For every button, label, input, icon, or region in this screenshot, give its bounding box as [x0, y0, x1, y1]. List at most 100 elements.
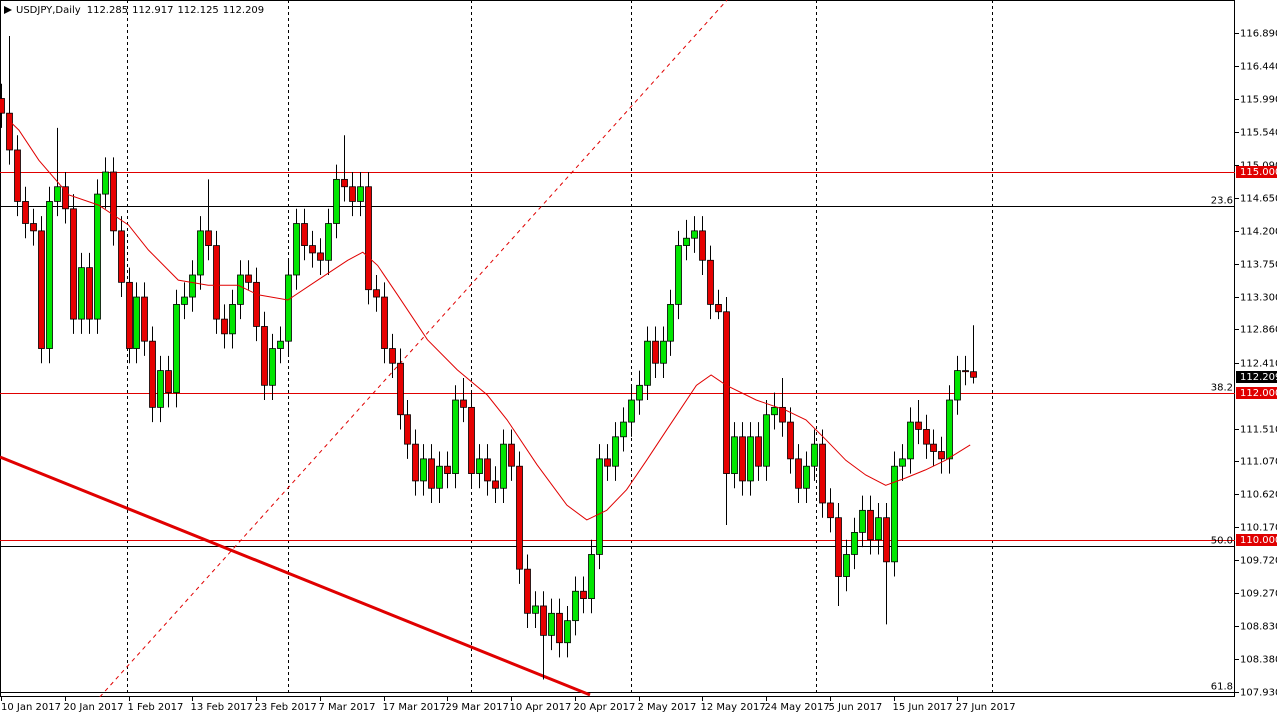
candle-body: [843, 554, 850, 577]
candle-body: [325, 223, 332, 261]
candle-body: [508, 443, 515, 467]
candle-body: [78, 267, 85, 320]
candle-body: [938, 451, 945, 460]
y-tick-label: 114.200: [1240, 227, 1277, 238]
candle-body: [285, 274, 292, 342]
candle-body: [94, 193, 101, 320]
candle-body: [763, 414, 770, 467]
candle-body: [675, 245, 682, 305]
candle-body: [181, 296, 188, 305]
candle-body: [867, 509, 874, 541]
x-tick-label: 13 Feb 2017: [191, 702, 253, 713]
candle-body: [731, 436, 738, 474]
candle-body: [460, 399, 467, 408]
candle-body: [620, 421, 627, 438]
level-label: 115.000: [1240, 167, 1277, 178]
candle-body: [389, 348, 396, 364]
y-tick-label: 108.380: [1240, 655, 1277, 666]
y-tick-label: 108.830: [1240, 622, 1277, 633]
level-box: [1236, 166, 1277, 178]
candle-body: [309, 245, 316, 254]
candle-body: [102, 171, 109, 195]
candle-body: [923, 429, 930, 445]
candle-body: [118, 230, 125, 283]
x-tick-label: 24 May 2017: [765, 702, 830, 713]
plot: [0, 0, 1235, 697]
candle-body: [141, 296, 148, 342]
y-tick-label: 110.620: [1240, 490, 1277, 501]
moving-average: [8, 120, 971, 521]
candle-body: [891, 465, 898, 563]
fibo-label: 38.2: [1211, 383, 1233, 394]
x-tick-label: 20 Jan 2017: [64, 702, 124, 713]
candle-body: [6, 112, 13, 151]
x-tick-label: 7 Mar 2017: [319, 702, 376, 713]
candle-body: [747, 436, 754, 482]
y-tick-label: 110.170: [1240, 523, 1277, 534]
x-tick-label: 5 Jun 2017: [829, 702, 883, 713]
candle-body: [22, 201, 29, 224]
candle-body: [245, 274, 252, 283]
candle-body: [452, 399, 459, 474]
candle-body: [795, 458, 802, 489]
candle-body: [851, 532, 858, 555]
level-box: [1236, 534, 1277, 546]
candle-body: [269, 348, 276, 386]
candle-body: [62, 186, 69, 210]
y-tick-label: 109.720: [1240, 556, 1277, 567]
candle-body: [189, 274, 196, 298]
candle-body: [540, 605, 547, 636]
candle-body: [930, 443, 937, 452]
y-tick-label: 107.930: [1240, 688, 1277, 699]
x-tick-label: 17 Mar 2017: [383, 702, 446, 713]
x-tick-label: 27 Jun 2017: [956, 702, 1016, 713]
level-box: [1236, 387, 1277, 399]
x-tick-label: 15 Jun 2017: [893, 702, 953, 713]
candle-body: [699, 230, 706, 261]
header-icon: [4, 6, 12, 14]
candle-body: [110, 171, 117, 232]
candle-body: [667, 304, 674, 342]
candle-body: [580, 590, 587, 599]
candle-body: [397, 362, 404, 416]
candle-body: [524, 568, 531, 614]
candle-body: [755, 436, 762, 467]
candle-body: [612, 436, 619, 467]
candle-body: [381, 296, 388, 349]
candle-body: [165, 370, 172, 394]
candle-body: [357, 186, 364, 202]
fibo-label: 61.8: [1211, 682, 1233, 693]
candle-body: [811, 443, 818, 467]
x-tick-label: 1 Feb 2017: [128, 702, 184, 713]
candle-body: [428, 458, 435, 489]
candle-body: [349, 186, 356, 202]
candle-body: [954, 370, 961, 401]
price-box: [1236, 371, 1277, 383]
candle-body: [468, 406, 475, 474]
candle-body: [38, 230, 45, 349]
candle-body: [253, 281, 260, 327]
y-tick-label: 113.300: [1240, 293, 1277, 304]
candle-body: [883, 517, 890, 563]
level-label: 110.000: [1240, 535, 1277, 546]
candle-body: [293, 223, 300, 276]
candle-body: [173, 304, 180, 394]
y-tick-label: 114.650: [1240, 194, 1277, 205]
candle-body: [133, 296, 140, 349]
trendline: [0, 455, 591, 697]
candle-body: [301, 223, 308, 246]
candle-body: [205, 230, 212, 246]
y-tick-label: 115.990: [1240, 95, 1277, 106]
candle-body: [14, 149, 21, 202]
candle-body: [946, 399, 953, 460]
candle-body: [412, 443, 419, 482]
y-tick-label: 112.860: [1240, 325, 1277, 336]
candle-body: [739, 436, 746, 482]
x-tick-label: 2 May 2017: [638, 702, 697, 713]
x-tick-label: 23 Feb 2017: [255, 702, 317, 713]
candle-body: [564, 620, 571, 644]
candle-body: [157, 370, 164, 408]
candle-body: [644, 340, 651, 386]
